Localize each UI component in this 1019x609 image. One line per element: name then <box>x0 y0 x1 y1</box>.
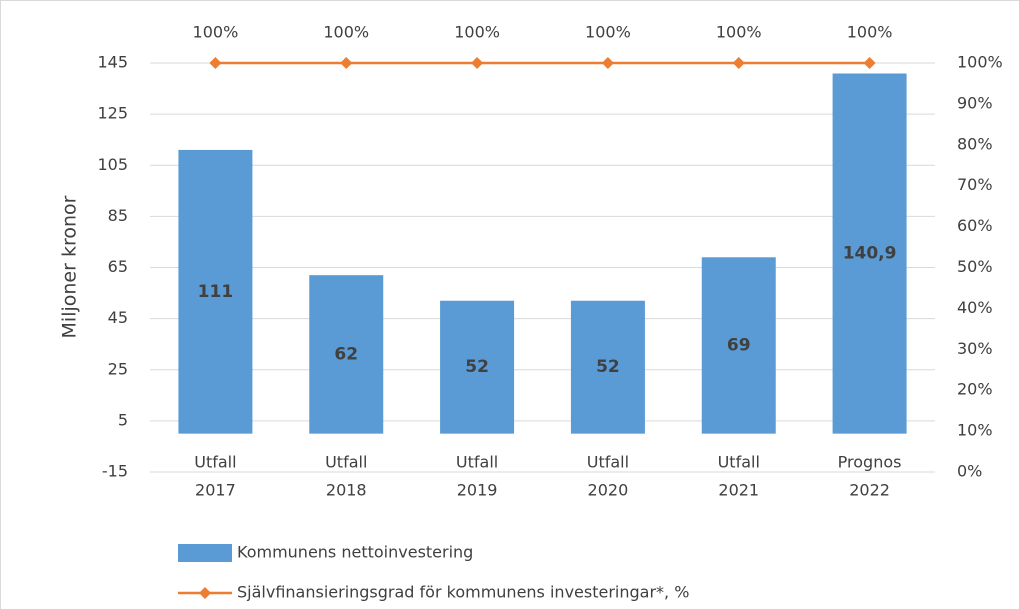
y-tick-label: 65 <box>108 257 128 276</box>
y2-tick-label: 30% <box>957 339 993 358</box>
legend-label: Kommunens nettoinvestering <box>237 543 473 562</box>
x-tick-label: 2018 <box>326 481 367 500</box>
data-label: 100% <box>585 23 631 42</box>
y2-tick-label: 50% <box>957 257 993 276</box>
x-tick-label: 2021 <box>718 481 759 500</box>
y-tick-label: 85 <box>108 206 128 225</box>
y-tick-label: 105 <box>97 155 128 174</box>
y2-tick-label: 0% <box>957 462 982 481</box>
y-tick-label: 45 <box>108 308 128 327</box>
x-tick-label: Utfall <box>325 453 367 472</box>
data-label: 100% <box>847 23 893 42</box>
x-tick-label: 2019 <box>457 481 498 500</box>
line-marker <box>732 57 745 69</box>
bar <box>309 275 384 434</box>
bar <box>832 73 907 434</box>
y2-tick-label: 80% <box>957 134 993 153</box>
x-tick-label: Utfall <box>587 453 629 472</box>
line-marker <box>209 57 222 69</box>
y2-tick-label: 10% <box>957 421 993 440</box>
x-tick-label: 2020 <box>588 481 629 500</box>
y2-tick-label: 40% <box>957 298 993 317</box>
x-tick-label: Prognos <box>838 453 902 472</box>
line-marker <box>471 57 484 69</box>
y2-tick-label: 100% <box>957 53 1003 72</box>
y2-tick-label: 70% <box>957 175 993 194</box>
data-label: 100% <box>716 23 762 42</box>
data-label: 140,9 <box>843 244 897 264</box>
data-label: 100% <box>323 23 369 42</box>
y2-tick-label: 60% <box>957 216 993 235</box>
y2-tick-label: 90% <box>957 93 993 112</box>
line-marker <box>863 57 876 69</box>
line-marker <box>601 57 614 69</box>
x-tick-label: 2022 <box>849 481 890 500</box>
line-marker <box>340 57 353 69</box>
bar <box>440 300 515 434</box>
y-tick-label: 5 <box>118 410 128 429</box>
y-tick-label: 25 <box>108 359 128 378</box>
bar <box>178 149 253 434</box>
data-label: 52 <box>596 357 620 377</box>
legend-label: Självfinansieringsgrad för kommunens inv… <box>237 583 689 602</box>
y-tick-label: 145 <box>97 53 128 72</box>
data-label: 100% <box>193 23 239 42</box>
data-label: 100% <box>454 23 500 42</box>
y-tick-label: -15 <box>102 462 128 481</box>
x-tick-label: Utfall <box>456 453 498 472</box>
data-label: 52 <box>465 357 489 377</box>
x-tick-label: Utfall <box>718 453 760 472</box>
data-label: 69 <box>727 335 751 355</box>
y2-tick-label: 20% <box>957 380 993 399</box>
data-label: 111 <box>198 282 234 302</box>
y-axis-title: Miljoner kronor <box>59 195 81 338</box>
bar <box>701 257 776 434</box>
data-label: 62 <box>334 344 358 364</box>
legend-swatch <box>178 544 232 562</box>
x-tick-label: Utfall <box>194 453 236 472</box>
y-tick-label: 125 <box>97 104 128 123</box>
bar <box>570 300 645 434</box>
x-tick-label: 2017 <box>195 481 236 500</box>
legend-marker <box>199 587 211 599</box>
